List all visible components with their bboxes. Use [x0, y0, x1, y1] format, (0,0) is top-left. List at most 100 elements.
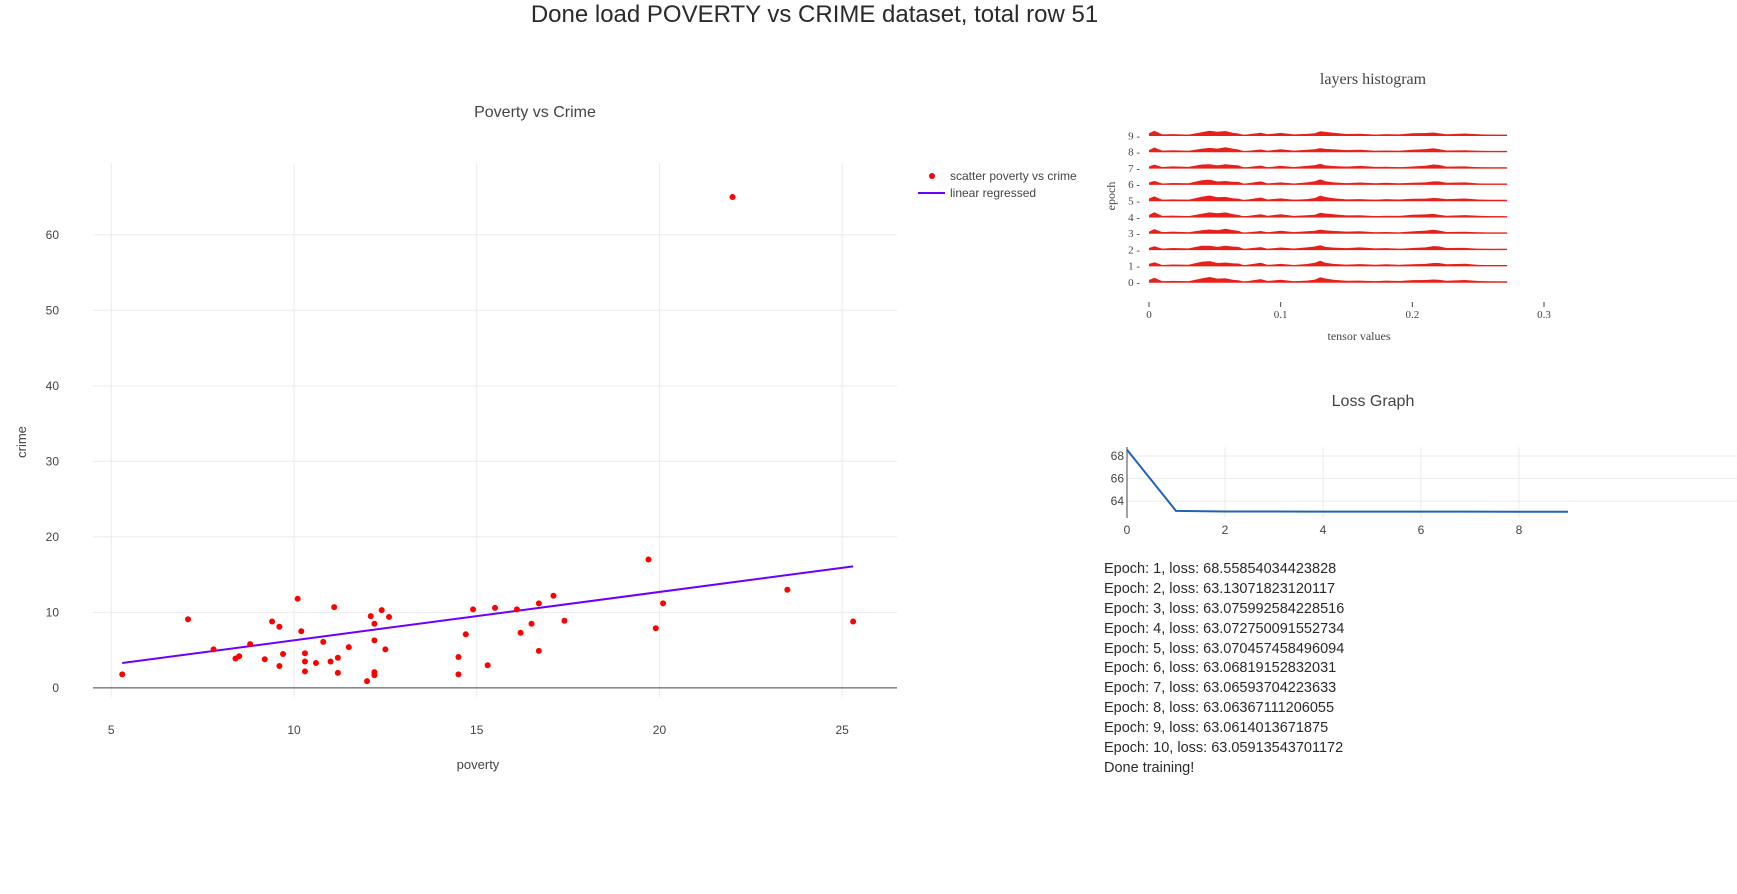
- x-tick-label: 5: [108, 723, 115, 737]
- loss-line: [1126, 449, 1568, 513]
- scatter-point: [386, 613, 393, 620]
- scatter-point: [492, 604, 498, 611]
- legend-label-line: linear regressed: [950, 186, 1036, 200]
- scatter-point: [371, 620, 378, 627]
- histogram-epoch-label: 8 -: [1128, 147, 1140, 159]
- loss-x-tick-label: 4: [1320, 523, 1327, 537]
- x-tick-label: 15: [470, 723, 484, 737]
- log-line: Epoch: 3, loss: 63.075992584228516: [1104, 600, 1345, 617]
- y-tick-label: 20: [46, 530, 60, 544]
- y-axis-label: crime: [14, 426, 29, 458]
- loss-y-tick-label: 68: [1111, 449, 1125, 463]
- loss-x-tick-label: 6: [1418, 523, 1425, 537]
- histogram-ridge: [1149, 163, 1505, 168]
- histogram-x-label: tensor values: [1328, 329, 1391, 343]
- scatter-point: [645, 556, 652, 563]
- loss-x-tick-label: 8: [1516, 523, 1523, 537]
- x-tick-label: 10: [287, 723, 301, 737]
- training-log: Epoch: 1, loss: 68.55854034423828 Epoch: …: [1104, 560, 1344, 779]
- scatter-point: [382, 646, 389, 653]
- histogram-x-tick-label: 0.2: [1405, 309, 1419, 321]
- scatter-point: [535, 647, 542, 654]
- scatter-point: [210, 646, 217, 653]
- histogram-epoch-label: 2 -: [1128, 244, 1140, 256]
- y-tick-label: 10: [46, 605, 60, 619]
- log-line: Epoch: 8, loss: 63.06367111206055: [1104, 700, 1335, 717]
- scatter-point: [276, 663, 283, 670]
- scatter-point: [236, 653, 243, 660]
- histogram-epoch-label: 7 -: [1128, 163, 1140, 175]
- log-line: Epoch: 5, loss: 63.070457458496094: [1104, 640, 1345, 657]
- scatter-point: [850, 618, 857, 625]
- regression-line: [122, 565, 854, 665]
- histogram-x-tick-label: 0.3: [1537, 309, 1551, 321]
- legend-marker-scatter: [929, 173, 935, 179]
- scatter-point: [185, 616, 192, 623]
- histogram-x-tick-label: 0.1: [1274, 309, 1288, 321]
- histogram-epoch-label: 1 -: [1128, 261, 1140, 273]
- loss-title: Loss Graph: [1332, 393, 1415, 410]
- scatter-point: [455, 653, 462, 660]
- histogram-ridge: [1149, 245, 1505, 250]
- scatter-point: [261, 656, 268, 663]
- scatter-point: [276, 623, 283, 630]
- histogram-ridge: [1149, 212, 1505, 217]
- histogram-epoch-label: 3 -: [1128, 228, 1140, 240]
- scatter-point: [320, 638, 327, 645]
- y-tick-label: 50: [46, 303, 60, 317]
- log-line: Epoch: 7, loss: 63.06593704223633: [1104, 680, 1337, 697]
- scatter-point: [517, 629, 524, 636]
- scatter-point: [247, 641, 254, 648]
- histogram-epoch-label: 0 -: [1128, 277, 1140, 289]
- scatter-point: [280, 650, 287, 657]
- scatter-point: [513, 606, 520, 613]
- scatter-point: [561, 617, 568, 624]
- histogram-epoch-label: 9 -: [1128, 130, 1140, 142]
- scatter-point: [334, 669, 341, 676]
- histogram-y-label: epoch: [1104, 182, 1118, 211]
- log-line: Epoch: 2, loss: 63.13071823120117: [1104, 580, 1336, 597]
- loss-x-tick-label: 0: [1124, 523, 1131, 537]
- x-tick-label: 25: [836, 723, 850, 737]
- scatter-point: [455, 671, 462, 678]
- scatter-point: [345, 644, 352, 651]
- scatter-point: [331, 604, 338, 611]
- log-line: Epoch: 4, loss: 63.072750091552734: [1104, 620, 1345, 637]
- scatter-point: [298, 628, 305, 635]
- histogram-ridge: [1149, 179, 1505, 185]
- legend-label-scatter: scatter poverty vs crime: [950, 169, 1077, 183]
- scatter-point: [550, 592, 557, 599]
- loss-x-tick-label: 2: [1222, 523, 1229, 537]
- histogram-ridge: [1149, 147, 1505, 152]
- histogram-epoch-label: 6 -: [1128, 179, 1140, 191]
- scatter-point: [462, 631, 469, 638]
- histogram-epoch-label: 4 -: [1128, 212, 1140, 224]
- x-tick-label: 20: [653, 723, 667, 737]
- scatter-point: [327, 658, 334, 665]
- scatter-point: [535, 600, 542, 607]
- y-tick-label: 0: [52, 681, 59, 695]
- scatter-point: [784, 586, 791, 593]
- poverty-crime-chart[interactable]: 0 10 20 30 40 50 60 5 10 15 20 25 Poverty vs Crime po…: [0, 90, 1085, 790]
- log-line: Epoch: 1, loss: 68.55854034423828: [1104, 561, 1337, 577]
- scatter-point: [729, 193, 736, 200]
- y-tick-label: 30: [46, 454, 60, 468]
- histogram-x-tick-label: 0: [1146, 309, 1152, 321]
- histogram-ridge: [1149, 195, 1505, 201]
- scatter-point: [470, 606, 477, 613]
- scatter-point: [364, 678, 371, 685]
- scatter-point: [119, 671, 126, 678]
- loss-y-tick-label: 66: [1111, 472, 1125, 486]
- histogram-ridge: [1149, 260, 1505, 266]
- loss-y-tick-label: 64: [1111, 494, 1125, 508]
- scatter-point: [484, 662, 491, 669]
- scatter-point: [334, 654, 341, 661]
- scatter-point: [528, 620, 535, 627]
- y-tick-label: 40: [46, 379, 60, 393]
- scatter-point: [652, 625, 659, 632]
- scatter-point: [367, 613, 374, 620]
- scatter-point: [294, 595, 301, 602]
- page-title: Done load POVERTY vs CRIME dataset, tota…: [530, 1, 1099, 28]
- layers-histogram-chart[interactable]: layers histogram tensor values epoch 0 0.1 0.…: [1095, 65, 1735, 355]
